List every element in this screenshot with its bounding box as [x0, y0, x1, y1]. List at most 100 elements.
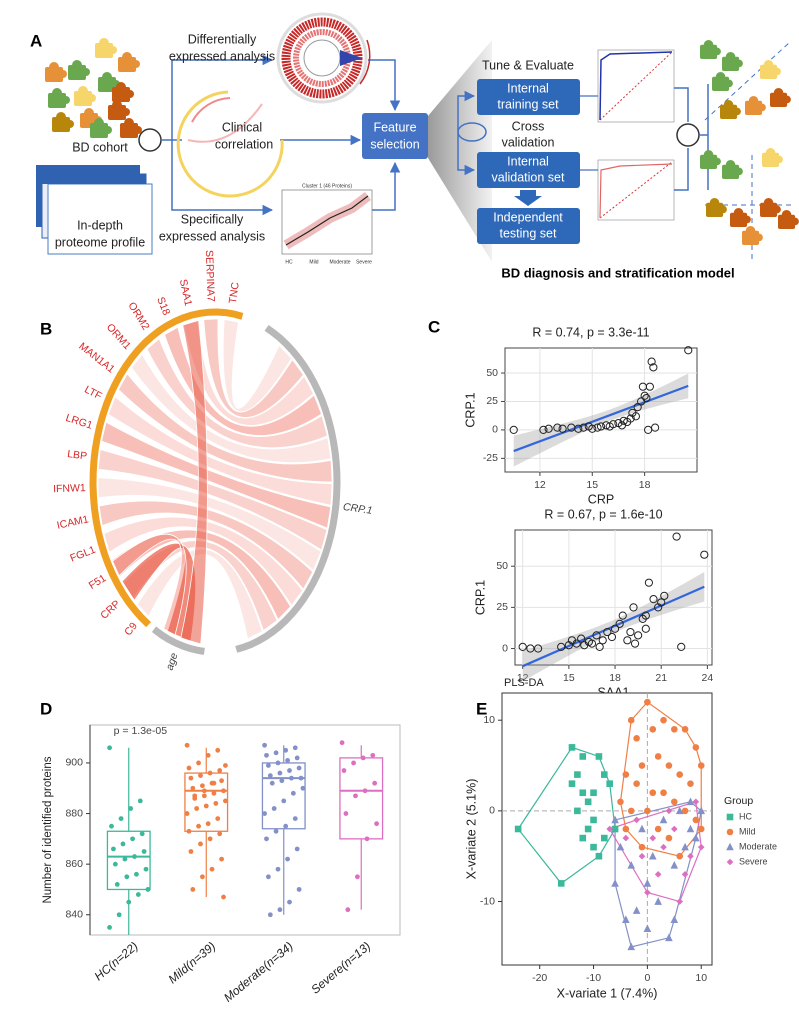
point	[627, 860, 636, 869]
step-label: Clinical	[222, 120, 262, 134]
point	[362, 788, 368, 794]
point	[200, 874, 205, 880]
chord-ribbon	[117, 373, 333, 483]
point	[670, 860, 679, 869]
box	[106, 830, 151, 891]
chord-label: FGL1	[68, 544, 97, 565]
x-tick-label: Severe(n=13)	[308, 939, 373, 997]
puzzle-piece	[118, 57, 136, 72]
point	[198, 773, 203, 779]
arrow	[171, 140, 274, 216]
x-axis-label: CRP	[588, 492, 614, 506]
point	[188, 775, 194, 781]
point	[584, 798, 592, 806]
point	[130, 836, 135, 842]
y-axis-label: X-variate 2 (5.1%)	[464, 779, 478, 880]
point	[684, 346, 693, 355]
chord-label: S18	[154, 295, 172, 317]
set-label: Independent	[493, 210, 563, 224]
point	[287, 768, 292, 773]
chord-label: LRG1	[64, 412, 94, 432]
point	[203, 803, 209, 809]
point	[590, 789, 597, 797]
stack-layer	[47, 183, 153, 255]
point	[124, 874, 130, 880]
point	[644, 698, 651, 706]
proteome-label: In-depth	[77, 218, 123, 232]
point	[296, 765, 302, 771]
point	[205, 752, 211, 758]
point	[622, 834, 630, 842]
point	[273, 828, 279, 834]
clinical-thumb	[191, 97, 231, 123]
split-line	[705, 155, 792, 262]
point	[574, 771, 581, 778]
point	[644, 889, 651, 896]
roc-thumb	[599, 51, 673, 121]
point	[649, 725, 657, 733]
point	[697, 806, 706, 815]
point	[296, 887, 302, 892]
point	[616, 842, 625, 851]
point	[223, 763, 228, 768]
point	[657, 598, 666, 607]
branch-node	[676, 123, 700, 147]
point	[617, 798, 624, 806]
point	[595, 642, 604, 651]
arrow	[457, 90, 476, 132]
point	[596, 422, 606, 431]
point	[676, 852, 683, 860]
point	[574, 424, 583, 433]
puzzle-piece	[715, 72, 726, 82]
puzzle-piece	[132, 60, 140, 68]
point	[122, 856, 128, 862]
point	[116, 912, 122, 918]
circos-thumb	[359, 39, 371, 85]
puzzle-piece	[700, 44, 718, 59]
puzzle-piece	[762, 152, 780, 167]
point	[647, 357, 656, 366]
point	[643, 924, 652, 933]
point	[372, 780, 378, 786]
x-tick-label: 12	[534, 479, 546, 491]
point	[277, 907, 283, 913]
point	[697, 843, 705, 851]
confidence-band	[513, 373, 689, 467]
point	[211, 790, 217, 796]
point	[343, 811, 349, 816]
point	[649, 789, 657, 797]
point	[285, 856, 290, 862]
x-tick-label: 12	[517, 672, 529, 684]
point	[638, 852, 646, 860]
arrow	[457, 132, 476, 176]
set-box	[477, 79, 580, 115]
point	[353, 793, 358, 799]
panel-label: C	[428, 317, 440, 336]
puzzle-piece	[730, 212, 748, 227]
cluster-group: Moderate	[329, 259, 350, 265]
puzzle-piece	[120, 123, 138, 138]
split-line	[704, 41, 791, 121]
chord-ribbon	[97, 477, 322, 572]
puzzle-piece	[743, 215, 751, 224]
feature-label: selection	[370, 137, 419, 151]
puzzle-piece	[82, 68, 90, 76]
point	[577, 634, 586, 643]
point	[283, 823, 289, 829]
puzzle-piece	[134, 126, 142, 134]
point	[557, 642, 566, 651]
point	[518, 642, 527, 651]
chart-title: R = 0.67, p = 1.6e-10	[544, 507, 662, 521]
point	[592, 631, 601, 640]
chord-label: CRP	[98, 598, 123, 622]
point	[118, 816, 124, 822]
x-tick-label: 0	[644, 972, 650, 984]
chord-label: LBP	[66, 448, 87, 463]
plot-panel	[504, 347, 698, 473]
point	[137, 798, 143, 804]
target-arc	[151, 626, 205, 655]
point	[681, 725, 689, 733]
point	[557, 880, 565, 887]
arrow	[368, 59, 401, 112]
puzzle-piece	[68, 65, 86, 80]
